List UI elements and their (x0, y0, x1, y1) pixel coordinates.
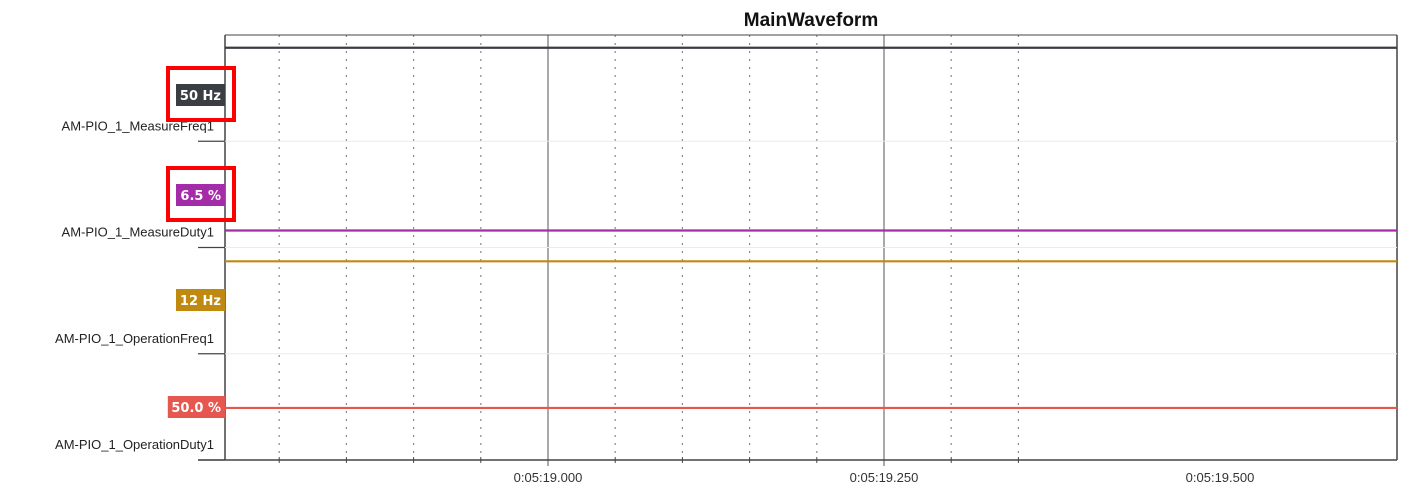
series-name-label: AM-PIO_1_MeasureDuty1 (62, 225, 214, 240)
value-badge-text: 50.0 % (171, 401, 221, 416)
value-badge (176, 184, 225, 206)
value-badge (176, 84, 225, 106)
track-am-pio_1_measureduty1: AM-PIO_1_MeasureDuty1 6.5 % (62, 166, 1397, 249)
value-badge-text: 50 Hz (180, 89, 221, 104)
track-am-pio_1_operationfreq1: AM-PIO_1_OperationFreq1 12 Hz (55, 260, 1397, 355)
value-badge (167, 396, 225, 418)
x-axis: 0:05:19.000 0:05:19.250 0:05:19.500 (198, 457, 1397, 485)
track-am-pio_1_operationduty1: AM-PIO_1_OperationDuty1 50.0 % (55, 396, 1397, 461)
value-badge (176, 289, 225, 311)
x-tick-label: 0:05:19.500 (1186, 470, 1255, 485)
highlight-box (166, 66, 236, 122)
highlight-box (166, 166, 236, 222)
chart-title: MainWaveform (744, 10, 878, 31)
series-name-label: AM-PIO_1_OperationFreq1 (55, 331, 214, 346)
x-tick-label: 0:05:19.250 (850, 470, 919, 485)
x-tick-label: 0:05:19.000 (514, 470, 583, 485)
value-badge-text: 6.5 % (180, 189, 221, 204)
series-name-label: AM-PIO_1_OperationDuty1 (55, 437, 214, 452)
grid (224, 34, 1398, 466)
value-badge-text: 12 Hz (180, 294, 221, 309)
